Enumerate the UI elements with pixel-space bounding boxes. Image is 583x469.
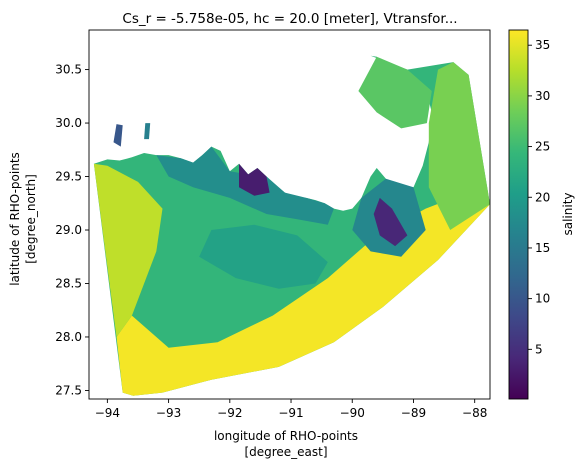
x-tick-label: −94 [95,406,120,420]
salinity-region-eastern-offshore [428,62,490,230]
salinity-region-shelf-background [93,55,490,396]
y-axis-label-line1: latitude of RHO-points [8,152,22,286]
x-axis-label-line2: [degree_east] [244,445,327,459]
x-axis-label-line1: longitude of RHO-points [214,429,358,443]
salinity-region-western-offshore [93,163,163,337]
y-tick-label: 29.0 [55,223,82,237]
colorbar-tick-label: 15 [535,241,550,255]
salinity-region-atchafalaya-low-salinity [239,163,270,196]
x-tick-label: −91 [278,406,303,420]
salinity-region-calcasieu-inlet [144,123,151,140]
colorbar-tick-label: 10 [535,292,550,306]
y-tick-label: 27.5 [55,383,82,397]
colorbar-tick-label: 35 [535,38,550,52]
salinity-region-northeast-sound [358,56,432,129]
salinity-region-central-shelf-plume [199,224,328,289]
colorbar-tick-label: 30 [535,89,550,103]
colorbar-tick-label: 20 [535,190,550,204]
axes-frame [88,29,491,400]
salinity-region-mississippi-delta-low-salinity [373,197,408,247]
y-axis: 27.5 28.0 28.5 29.0 29.5 30.0 30.5 [55,63,89,397]
y-tick-label: 30.5 [55,63,82,77]
colorbar-tick-label: 25 [535,140,550,154]
x-tick-label: −90 [340,406,365,420]
colorbar-tick-label: 5 [535,342,543,356]
colorbar-label: salinity [561,192,575,235]
colorbar-bar [508,29,529,400]
y-axis-label-line2: [degree_north] [24,174,38,264]
y-tick-label: 29.5 [55,170,82,184]
y-tick-label: 30.0 [55,116,82,130]
x-tick-label: −93 [156,406,181,420]
chart-title: Cs_r = -5.758e-05, hc = 20.0 [meter], Vt… [122,11,457,27]
x-tick-label: −89 [401,406,426,420]
plot-area [93,55,490,396]
y-tick-label: 28.0 [55,330,82,344]
x-axis: −94 −93 −92 −91 −90 −89 −88 [95,399,487,420]
salinity-region-sabine-inlet [113,124,123,147]
x-tick-label: −92 [217,406,242,420]
colorbar: 5 10 15 20 25 30 35 [508,29,550,400]
y-tick-label: 28.5 [55,276,82,290]
x-tick-label: −88 [462,406,487,420]
